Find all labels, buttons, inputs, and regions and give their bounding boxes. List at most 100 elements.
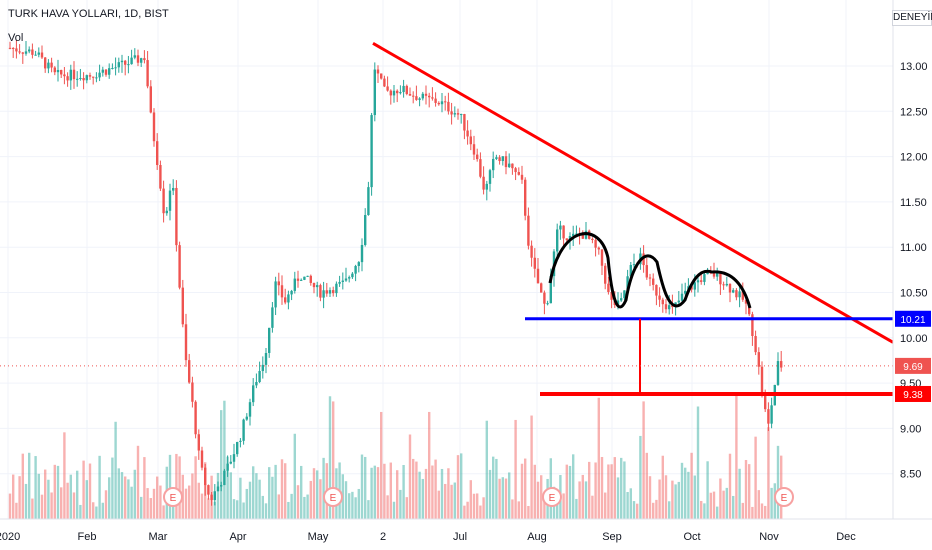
- volume-bar: [82, 460, 85, 519]
- volume-bar: [95, 506, 98, 519]
- candle: [428, 95, 431, 98]
- volume-bar: [748, 464, 751, 519]
- volume-bar: [357, 488, 360, 519]
- candle: [412, 95, 415, 97]
- volume-bar: [50, 492, 53, 519]
- candle: [690, 286, 693, 290]
- volume-bar: [344, 481, 348, 519]
- volume-bar: [572, 454, 575, 519]
- volume-bar: [172, 502, 175, 519]
- volume-bar: [568, 465, 572, 519]
- candle: [482, 176, 485, 190]
- candle: [124, 60, 127, 65]
- candle: [722, 284, 725, 286]
- candle: [40, 52, 44, 58]
- candle: [680, 293, 684, 301]
- candle: [648, 277, 652, 279]
- volume-bar: [770, 487, 773, 519]
- candle: [280, 285, 284, 298]
- candle: [168, 190, 172, 211]
- candle: [600, 249, 604, 266]
- candle: [367, 187, 370, 216]
- volume-bar: [264, 503, 268, 519]
- candle: [332, 290, 335, 294]
- candle: [469, 136, 472, 145]
- candle: [780, 361, 783, 368]
- candle: [431, 97, 434, 99]
- candle: [549, 276, 552, 304]
- volume-bar: [415, 461, 418, 519]
- volume-bar: [175, 453, 178, 519]
- volume-bar: [290, 493, 293, 519]
- candle: [236, 441, 239, 455]
- volume-bar: [178, 456, 181, 519]
- volume-bar: [380, 411, 383, 519]
- volume-bar: [239, 477, 242, 519]
- volume-bar: [268, 467, 271, 519]
- candle: [591, 238, 594, 240]
- volume-bar: [31, 498, 34, 519]
- candle: [607, 283, 610, 292]
- candle: [466, 130, 469, 137]
- volume-bar: [104, 490, 108, 519]
- candle: [543, 292, 546, 304]
- candle: [386, 86, 389, 91]
- volume-bar: [626, 492, 629, 519]
- candle: [85, 75, 88, 81]
- candle: [652, 278, 655, 285]
- volume-bar: [661, 455, 664, 519]
- candle: [661, 299, 664, 305]
- candle: [184, 324, 188, 361]
- candle: [12, 47, 15, 49]
- volume-bar: [351, 491, 354, 519]
- candle: [18, 51, 21, 53]
- candle: [415, 96, 418, 100]
- volume-bar: [472, 493, 476, 519]
- candle: [271, 307, 274, 328]
- x-tick-label: Oct: [683, 531, 700, 543]
- candle: [50, 62, 53, 68]
- volume-bar: [136, 445, 140, 519]
- candle: [72, 69, 76, 80]
- volume-bar: [517, 501, 520, 519]
- candle: [380, 73, 383, 79]
- volume-bar: [296, 485, 300, 519]
- volume-bar: [120, 472, 124, 519]
- candle: [770, 405, 773, 424]
- candle: [568, 236, 572, 241]
- volume-bar: [584, 481, 588, 519]
- volume-bar: [383, 463, 386, 519]
- earnings-marker-label: E: [549, 493, 556, 504]
- candle: [15, 48, 18, 52]
- candle: [338, 281, 341, 284]
- candle: [626, 276, 629, 291]
- candle: [316, 285, 319, 288]
- volume-bar: [274, 464, 277, 519]
- price-tag-label: 10.21: [900, 315, 925, 326]
- volume-bar: [72, 492, 76, 519]
- candle: [706, 272, 709, 275]
- volume-bar: [428, 411, 431, 519]
- volume-bar: [79, 504, 82, 519]
- volume-bar: [258, 479, 261, 519]
- candle: [735, 290, 738, 298]
- volume-bar: [162, 505, 165, 519]
- candle: [293, 278, 296, 291]
- volume-bar: [108, 477, 111, 519]
- volume-bar: [479, 505, 482, 519]
- volume-bar: [226, 456, 229, 519]
- volume-bar: [194, 456, 197, 519]
- symbol-title: TURK HAVA YOLLARI, 1D, BIST: [8, 8, 169, 20]
- volume-bar: [460, 453, 463, 519]
- candle: [210, 494, 213, 501]
- volume-bar: [434, 459, 437, 519]
- corner-badge[interactable]: DENEYİN: [892, 10, 932, 26]
- volume-bar: [591, 495, 594, 519]
- y-tick-label: 10.50: [900, 288, 928, 300]
- volume-bar: [156, 476, 159, 519]
- descending-trendline: [372, 42, 894, 344]
- volume-bar: [594, 462, 597, 519]
- candle: [629, 265, 632, 277]
- volume-bar: [12, 474, 15, 519]
